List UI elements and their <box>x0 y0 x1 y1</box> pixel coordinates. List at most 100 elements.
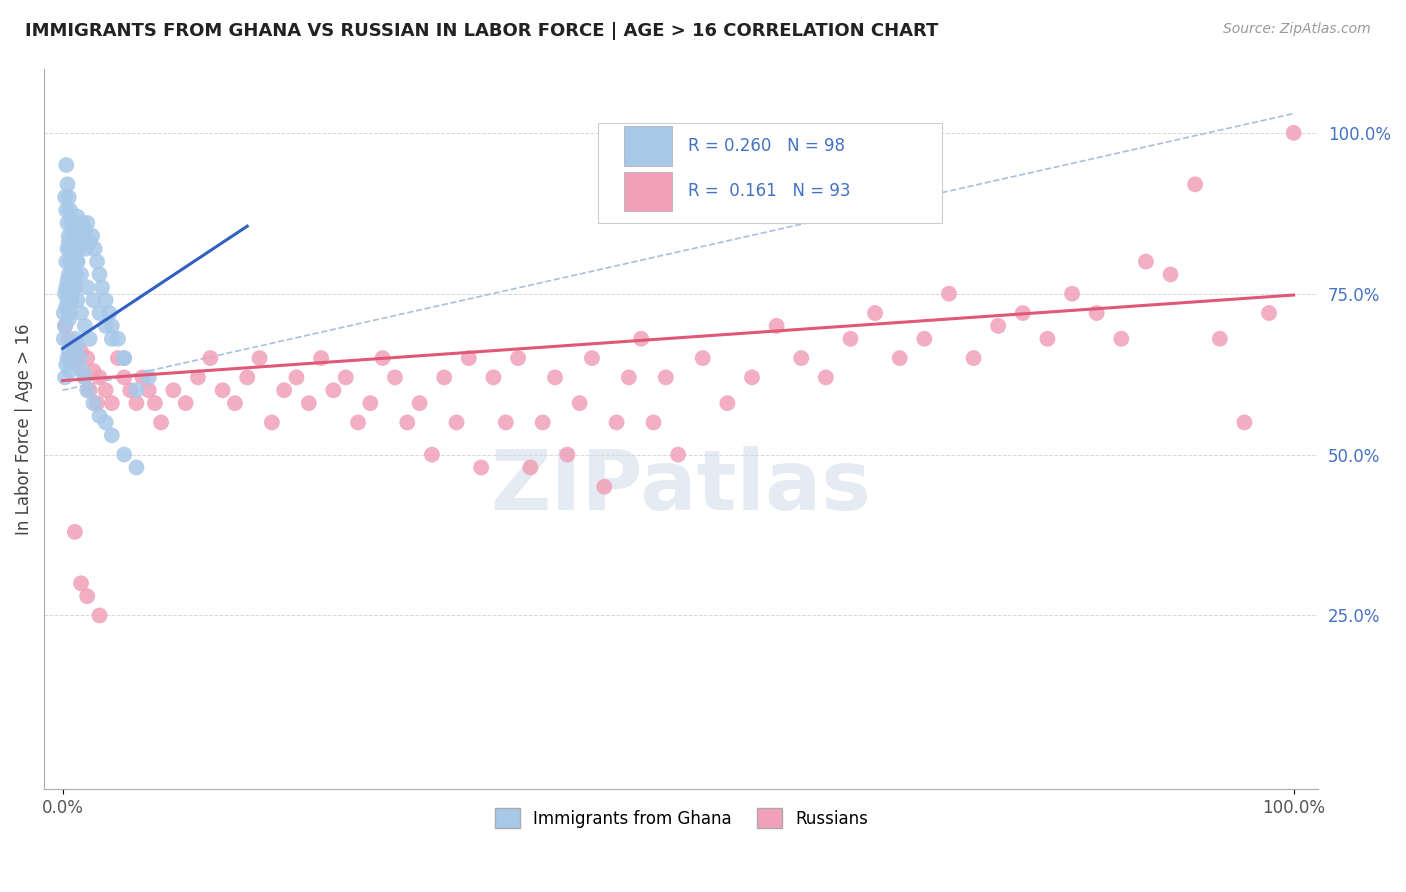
Point <box>938 286 960 301</box>
Point <box>59 364 82 378</box>
Point <box>224 396 246 410</box>
Point <box>70 306 93 320</box>
Point <box>1011 306 1033 320</box>
Point <box>55 158 77 172</box>
Point <box>187 370 209 384</box>
Point <box>70 268 93 282</box>
Point <box>60 293 83 308</box>
Point <box>568 396 591 410</box>
Point <box>55 203 77 218</box>
Point <box>98 306 121 320</box>
Point <box>53 318 76 333</box>
Point <box>581 351 603 365</box>
Point <box>62 228 84 243</box>
Point <box>112 448 135 462</box>
Bar <box>624 171 672 211</box>
Point <box>82 396 104 410</box>
Point <box>58 228 80 243</box>
Point <box>65 268 87 282</box>
Point <box>107 332 129 346</box>
Point <box>55 254 77 268</box>
Point <box>150 416 173 430</box>
Text: R = 0.260   N = 98: R = 0.260 N = 98 <box>688 137 845 155</box>
Point <box>101 396 124 410</box>
Point <box>94 293 117 308</box>
Point <box>52 306 75 320</box>
Point <box>60 351 83 365</box>
Point <box>433 370 456 384</box>
Point <box>273 384 295 398</box>
Point <box>987 318 1010 333</box>
Point <box>309 351 332 365</box>
Point <box>86 396 108 410</box>
Legend: Immigrants from Ghana, Russians: Immigrants from Ghana, Russians <box>488 801 875 835</box>
Point <box>62 338 84 352</box>
Point <box>200 351 222 365</box>
Bar <box>624 126 672 166</box>
Point <box>211 384 233 398</box>
Point <box>63 332 86 346</box>
Point <box>66 338 89 352</box>
Point <box>65 216 87 230</box>
Point <box>58 286 80 301</box>
Point <box>62 222 84 236</box>
Point <box>555 448 578 462</box>
Point <box>76 589 98 603</box>
Point <box>63 338 86 352</box>
Point <box>741 370 763 384</box>
Point <box>53 370 76 384</box>
Point <box>73 370 96 384</box>
Point <box>112 351 135 365</box>
Point <box>101 332 124 346</box>
Point <box>1085 306 1108 320</box>
Point <box>58 235 80 250</box>
Point <box>89 306 111 320</box>
Point <box>73 370 96 384</box>
Point <box>606 416 628 430</box>
Point <box>58 344 80 359</box>
Text: Source: ZipAtlas.com: Source: ZipAtlas.com <box>1223 22 1371 37</box>
Point <box>765 318 787 333</box>
Point <box>359 396 381 410</box>
Point <box>457 351 479 365</box>
Point <box>1135 254 1157 268</box>
Point <box>76 351 98 365</box>
Point <box>322 384 344 398</box>
Point <box>86 254 108 268</box>
Point <box>62 344 84 359</box>
Point <box>72 216 94 230</box>
Point <box>138 370 160 384</box>
Point <box>692 351 714 365</box>
Point <box>58 190 80 204</box>
Point <box>655 370 678 384</box>
Point <box>76 216 98 230</box>
Point <box>335 370 357 384</box>
Point <box>63 242 86 256</box>
Point <box>60 254 83 268</box>
Point <box>82 293 104 308</box>
Point <box>67 242 90 256</box>
Point <box>59 306 82 320</box>
Point <box>60 242 83 256</box>
Point <box>66 254 89 268</box>
Point <box>236 370 259 384</box>
FancyBboxPatch shape <box>599 122 942 224</box>
Point <box>143 396 166 410</box>
Point <box>1184 178 1206 192</box>
Point <box>63 280 86 294</box>
Point <box>544 370 567 384</box>
Point <box>617 370 640 384</box>
Point <box>89 268 111 282</box>
Point <box>531 416 554 430</box>
Point <box>62 286 84 301</box>
Point <box>73 222 96 236</box>
Point <box>371 351 394 365</box>
Point <box>89 370 111 384</box>
Point <box>125 384 148 398</box>
Point <box>630 332 652 346</box>
Point <box>112 351 135 365</box>
Point <box>62 268 84 282</box>
Point <box>962 351 984 365</box>
Point <box>249 351 271 365</box>
Point <box>59 254 82 268</box>
